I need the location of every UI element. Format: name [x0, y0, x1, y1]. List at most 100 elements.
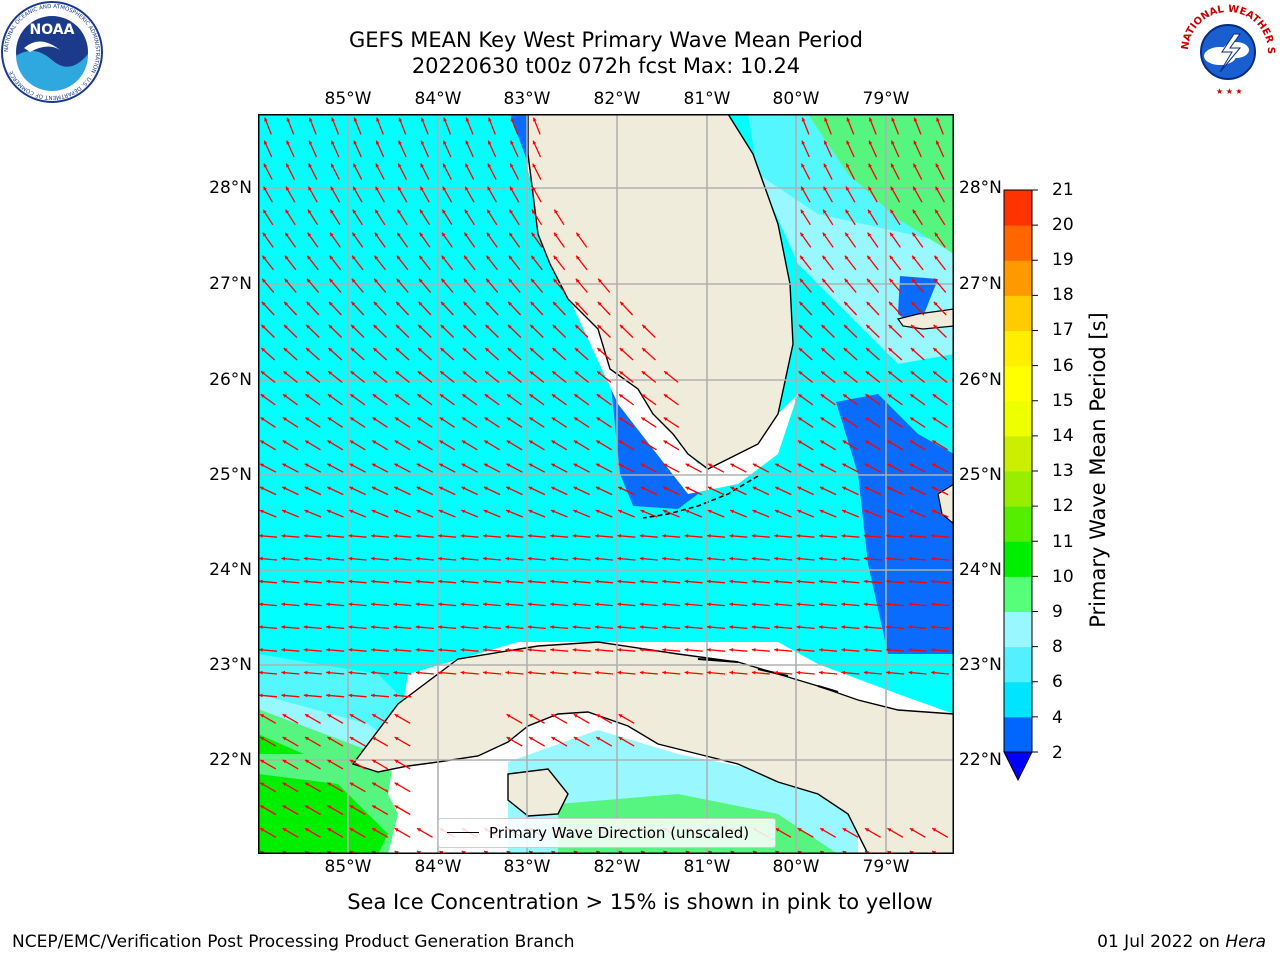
wave-arrow-head: [909, 463, 914, 468]
footer-credit: NCEP/EMC/Verification Post Processing Pr…: [12, 932, 575, 952]
colorbar-tick: 20: [1052, 215, 1074, 235]
colorbar-tick: 6: [1052, 672, 1063, 692]
wave-arrow-head: [572, 534, 577, 538]
wave-arrow-head: [441, 278, 446, 283]
wave-arrow-head: [464, 232, 468, 237]
wave-arrow-head: [372, 759, 377, 764]
wave-arrow-head: [416, 486, 421, 491]
wave-arrow-head: [329, 255, 334, 260]
wave-arrow-head: [596, 737, 601, 741]
wave-arrow-head: [348, 648, 353, 652]
wave-arrow-head: [707, 579, 711, 584]
wave-arrow-head: [891, 117, 895, 122]
wave-arrow-head: [308, 186, 312, 191]
wave-arrow-head: [751, 602, 756, 607]
wave-arrow-head: [932, 440, 937, 445]
wave-arrow-head: [933, 324, 938, 329]
wave-arrow-head: [505, 579, 510, 584]
wave-arrow-head: [663, 463, 668, 468]
wave-arrow-head: [822, 278, 826, 283]
wave-arrow-head: [282, 759, 287, 764]
wave-arrow-head: [617, 670, 622, 675]
wave-arrow-head: [393, 534, 398, 538]
wave-arrow-head: [331, 117, 335, 122]
wave-arrow-head: [259, 556, 263, 561]
wave-arrow-head: [331, 140, 335, 145]
wave-arrow-head: [397, 209, 402, 214]
wave-arrow-head: [327, 714, 332, 718]
wave-arrow-head: [619, 371, 624, 375]
wave-arrow-head: [572, 625, 577, 629]
wave-arrow-head: [485, 371, 489, 375]
wave-arrow-head: [261, 348, 266, 352]
wave-arrow-head: [330, 232, 334, 237]
period-band-2-4-abaco: [898, 276, 938, 329]
wave-arrow-head: [348, 579, 353, 584]
wave-arrow-head: [932, 394, 937, 398]
wave-arrow-head: [303, 579, 308, 584]
wave-arrow-head: [796, 534, 801, 538]
wave-arrow-head: [798, 371, 803, 375]
wave-arrow-head: [438, 602, 442, 607]
wave-arrow-head: [751, 579, 756, 584]
wave-arrow-head: [574, 371, 579, 375]
wave-arrow-head: [328, 324, 333, 329]
wave-arrow-head: [662, 670, 666, 675]
wave-arrow-head: [595, 509, 600, 514]
wave-arrow-head: [931, 579, 935, 584]
wave-arrow-head: [552, 371, 557, 375]
wave-arrow-head: [821, 324, 826, 329]
wave-arrow-head: [618, 737, 623, 741]
wave-arrow-head: [933, 301, 938, 306]
cuba-cays: [697, 658, 839, 693]
wave-arrow-head: [909, 486, 914, 491]
wave-arrow-head: [350, 394, 355, 398]
wave-arrow-head: [551, 714, 556, 718]
wave-arrow-head: [349, 828, 354, 832]
wave-arrow-head: [553, 301, 557, 306]
wave-arrow-head: [820, 828, 825, 832]
wave-arrow-head: [395, 371, 400, 375]
wave-arrow-head: [886, 602, 890, 607]
wave-arrow-head: [487, 209, 491, 214]
wave-arrow-head: [371, 486, 376, 491]
wave-arrow-head: [618, 509, 623, 514]
wave-arrow-head: [372, 417, 377, 421]
wave-arrow-head: [864, 463, 869, 468]
wave-arrow-head: [909, 509, 914, 514]
wave-arrow-head: [798, 348, 803, 352]
wave-arrow-head: [707, 625, 711, 629]
wave-arrow-head: [572, 648, 577, 652]
wave-arrow-head: [394, 509, 399, 514]
wave-arrow-head: [507, 394, 512, 398]
wave-arrow-head: [843, 348, 848, 352]
wave-arrow-head: [510, 186, 514, 191]
wave-arrow-head: [639, 579, 644, 584]
wave-direction-arrows: [258, 117, 950, 854]
wave-arrow-head: [417, 417, 422, 421]
wave-arrow-head: [508, 255, 513, 260]
wave-arrow-head: [910, 417, 915, 421]
wave-arrow-head: [841, 648, 846, 652]
wave-arrow-head: [868, 140, 873, 145]
wave-arrow-head: [639, 556, 644, 561]
wave-arrow-head: [529, 394, 534, 398]
wave-arrow-head: [282, 509, 287, 514]
wave-arrow-head: [572, 670, 577, 675]
wave-arrow-head: [376, 117, 380, 122]
wave-arrow-head: [460, 625, 465, 629]
wave-arrow-head: [685, 509, 690, 514]
wave-arrow-head: [282, 486, 287, 491]
wave-arrow-head: [707, 534, 711, 538]
wave-arrow-head: [351, 301, 356, 306]
wave-arrow-head: [306, 301, 311, 306]
colorbar-extend-arrow: [1003, 751, 1033, 782]
wave-arrow-head: [774, 556, 778, 561]
right-lat-label: 28°N: [959, 178, 1002, 198]
wave-arrow-head: [281, 602, 286, 607]
colorbar-tick: 19: [1052, 250, 1074, 270]
colorbar-band: [1004, 190, 1032, 226]
wave-arrow-head: [326, 579, 330, 584]
wave-arrow-head: [820, 417, 825, 421]
wave-arrow-head: [931, 648, 935, 652]
